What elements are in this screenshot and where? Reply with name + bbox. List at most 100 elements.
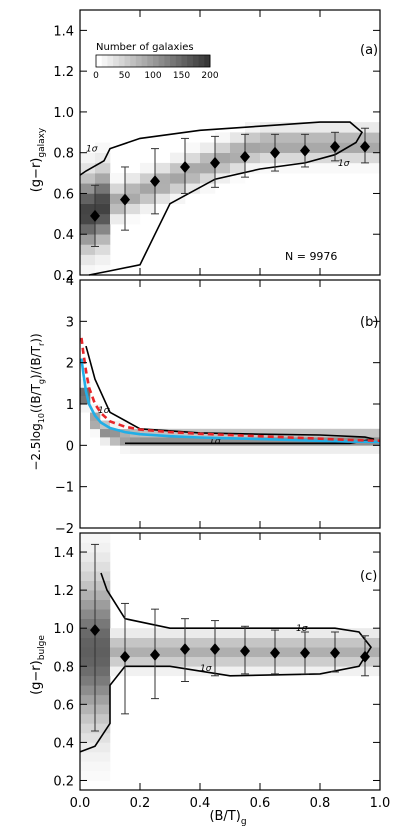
x-tick-label: 0.8 <box>310 796 331 811</box>
heatmap-cell <box>125 173 141 184</box>
heatmap-cell <box>140 628 156 639</box>
data-point-diamond <box>330 140 340 153</box>
heatmap-cell <box>80 571 96 581</box>
heatmap-cell <box>290 628 306 639</box>
heatmap-cell <box>245 666 261 677</box>
heatmap-cell <box>290 656 306 667</box>
data-point-diamond <box>360 140 370 153</box>
heatmap-cell <box>125 183 141 194</box>
heatmap-cell <box>365 637 381 648</box>
heatmap-cell <box>160 428 171 438</box>
heatmap-cell <box>80 647 96 658</box>
heatmap-cell <box>320 628 336 639</box>
colorbar-cell <box>113 55 120 67</box>
heatmap-cell <box>80 244 96 255</box>
heatmap-cell <box>365 152 381 164</box>
heatmap-cell <box>95 552 111 562</box>
heatmap-cell <box>300 428 311 438</box>
data-point-diamond <box>90 209 100 222</box>
data-point-diamond <box>150 175 160 188</box>
colorbar-cell <box>135 55 142 67</box>
heatmap-cell <box>95 761 111 772</box>
heatmap-cell <box>230 437 241 446</box>
heatmap-cell <box>200 656 216 667</box>
heatmap-cell <box>180 445 191 454</box>
heatmap-cell <box>95 694 111 705</box>
panel-b-ylabel: −2.5log10((B/Tg)/(B/Tr)) <box>29 333 46 470</box>
heatmap-cell <box>160 445 171 454</box>
heatmap-cell <box>300 445 311 454</box>
heatmap-cell <box>140 183 156 194</box>
panel-b-label: (b) <box>360 315 378 330</box>
heatmap-cell <box>125 637 141 648</box>
heatmap-cell <box>80 770 96 781</box>
heatmap-cell <box>100 428 111 438</box>
data-point-diamond <box>270 646 280 659</box>
heatmap-cell <box>200 666 216 677</box>
contour-label: 1σ <box>209 437 221 447</box>
heatmap-cell <box>110 213 126 225</box>
heatmap-cell <box>95 533 111 543</box>
heatmap-cell <box>80 694 96 705</box>
heatmap-cell <box>80 254 96 266</box>
heatmap-cell <box>95 580 111 591</box>
heatmap-cell <box>215 132 231 143</box>
heatmap-cell <box>155 162 171 174</box>
y-tick-label: 0.6 <box>53 698 74 713</box>
colorbar-cell <box>204 55 211 67</box>
heatmap-cell <box>365 162 381 174</box>
heatmap-cell <box>95 162 111 174</box>
heatmap-cell <box>290 162 306 174</box>
heatmap-cell <box>185 647 201 658</box>
heatmap-cell <box>335 142 351 153</box>
heatmap-cell <box>270 437 281 446</box>
heatmap-cell <box>350 142 366 153</box>
heatmap-cell <box>305 162 321 174</box>
contour-1sigma-b <box>85 345 375 445</box>
heatmap-cell <box>245 628 261 639</box>
heatmap-cell <box>95 685 111 696</box>
data-point-diamond <box>120 193 130 206</box>
data-point-diamond <box>180 643 190 656</box>
colorbar-cell <box>198 55 205 67</box>
series-line-blue <box>80 358 381 444</box>
heatmap-cell <box>305 152 321 164</box>
heatmap-cell <box>110 628 126 639</box>
heatmap-cell <box>230 162 246 174</box>
heatmap-cell <box>95 561 111 572</box>
heatmap-cell <box>110 193 126 204</box>
heatmap-cell <box>230 445 241 454</box>
panel-a-ylabel: (g−r)galaxy <box>29 127 47 192</box>
colorbar-cell <box>124 55 131 67</box>
heatmap-cell <box>260 656 276 667</box>
heatmap-cell <box>270 445 281 454</box>
heatmap-cell <box>80 162 96 174</box>
colorbar-tick-label: 100 <box>144 71 161 81</box>
heatmap-cell <box>155 647 171 658</box>
heatmap-cell <box>260 628 276 639</box>
heatmap-cell <box>160 437 171 446</box>
data-point-diamond <box>240 645 250 658</box>
heatmap-cell <box>80 656 96 667</box>
colorbar-cell <box>107 55 114 67</box>
heatmap-cell <box>350 122 366 133</box>
heatmap-cell <box>95 173 111 184</box>
panel-frame <box>79 532 381 791</box>
heatmap-cell <box>90 420 101 430</box>
heatmap-cell <box>95 599 111 610</box>
heatmap-cell <box>360 445 371 454</box>
heatmap-cell <box>275 152 291 164</box>
heatmap-cell <box>305 666 321 677</box>
heatmap-cell <box>125 213 141 225</box>
heatmap-cell <box>365 132 381 143</box>
heatmap-cell <box>305 647 321 658</box>
heatmap-cell <box>80 666 96 677</box>
heatmap-cell <box>80 193 96 204</box>
heatmap-cell <box>185 152 201 164</box>
heatmap-cell <box>220 445 231 454</box>
heatmap-cell <box>125 193 141 204</box>
heatmap-cell <box>320 122 336 133</box>
heatmap-cell <box>275 132 291 143</box>
y-tick-label: 4 <box>66 274 74 289</box>
